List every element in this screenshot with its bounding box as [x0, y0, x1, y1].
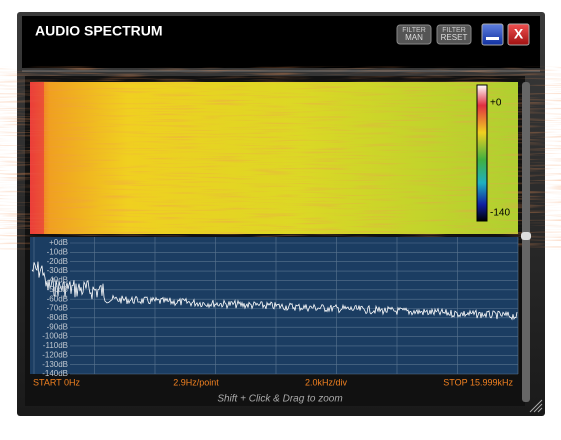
db-label: -100dB [42, 332, 68, 341]
db-label: -30dB [47, 266, 68, 275]
resize-grip[interactable] [529, 399, 543, 413]
db-label: -60dB [47, 294, 68, 303]
footer-label: 2.0kHz/div [305, 377, 348, 387]
button-label: FILTER [402, 27, 426, 34]
color-scale [476, 84, 488, 222]
footer-label: START 0Hz [33, 377, 81, 387]
close-label: X [514, 26, 524, 42]
db-label: -20dB [47, 257, 68, 266]
filter-reset-button[interactable]: FILTER RESET [436, 24, 472, 45]
db-label: -70dB [47, 304, 68, 313]
db-label: +0dB [49, 238, 68, 247]
db-labels: +0dB-10dB-20dB-30dB-40dB-50dB-60dB-70dB-… [42, 238, 68, 378]
scale-label: -140 [490, 208, 510, 219]
button-label: RESET [441, 33, 468, 42]
scale-label: +0 [490, 98, 502, 109]
hint: Shift + Click & Drag to zoom [217, 394, 342, 405]
db-label: -120dB [42, 350, 68, 359]
filter-man-button[interactable]: FILTER MAN [396, 24, 432, 45]
db-label: -130dB [42, 360, 68, 369]
spectrum-trace [31, 261, 518, 321]
footer-label: STOP 15.999kHz [443, 377, 513, 387]
close-button[interactable]: X [507, 23, 530, 46]
db-label: -50dB [47, 285, 68, 294]
scrollbar[interactable] [521, 82, 531, 402]
minimize-button[interactable] [481, 23, 504, 46]
window-title: AUDIO SPECTRUM [35, 23, 163, 39]
db-label: -140dB [42, 369, 68, 378]
db-label: -90dB [47, 322, 68, 331]
db-label: -80dB [47, 313, 68, 322]
spectrum-plot [30, 237, 518, 374]
db-label: -110dB [43, 341, 68, 350]
db-label: -40dB [47, 276, 68, 285]
db-label: -10dB [47, 247, 68, 256]
footer-label: 2.9Hz/point [173, 377, 219, 387]
button-label: FILTER [442, 27, 466, 34]
spectrogram [30, 82, 518, 234]
button-label: MAN [405, 33, 423, 42]
